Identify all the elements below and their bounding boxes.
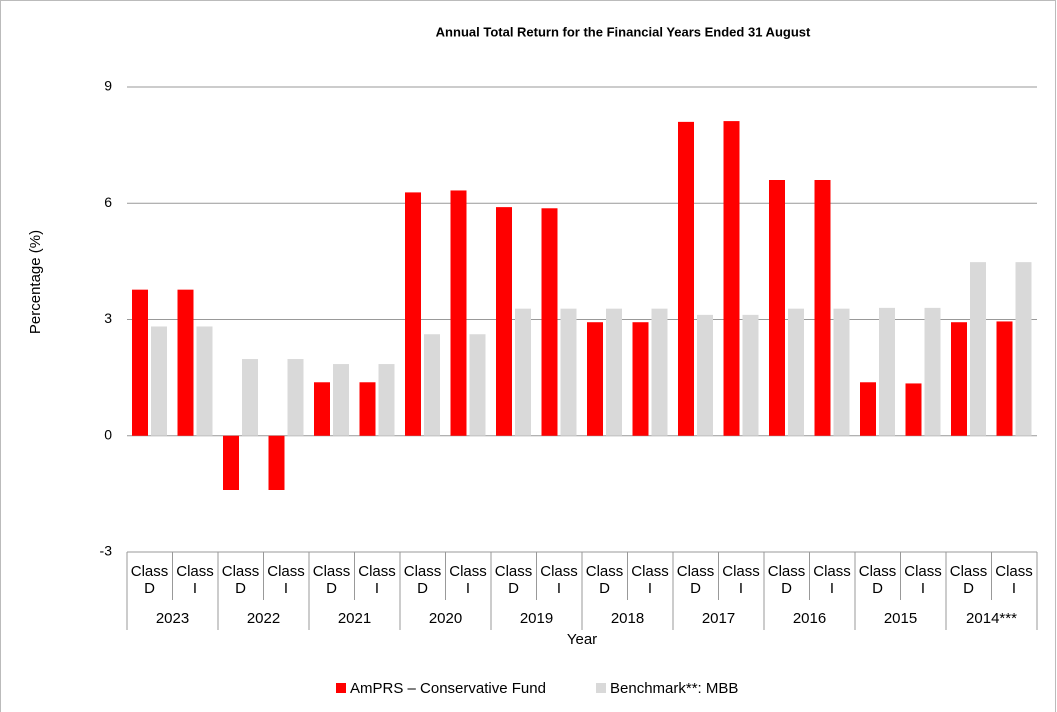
bar (359, 382, 376, 436)
bar (314, 382, 330, 436)
bar (268, 435, 285, 490)
x-tick-label: Class I (722, 563, 760, 597)
legend-swatch (596, 683, 606, 693)
bar (879, 307, 895, 436)
x-tick-label: Class D (585, 563, 624, 597)
x-tick-label: Class I (904, 563, 942, 597)
bar (287, 359, 304, 436)
bar (769, 180, 785, 436)
bar (814, 180, 831, 436)
y-tick-label: 6 (104, 194, 112, 210)
chart-title: Annual Total Return for the Financial Ye… (436, 24, 811, 39)
x-tick-label: Class I (358, 563, 396, 597)
bar (606, 308, 622, 436)
group-label: 2019 (519, 610, 554, 627)
bar (333, 364, 349, 436)
bar (177, 289, 194, 436)
x-tick-label: Class D (494, 563, 533, 597)
bar (450, 190, 467, 436)
legend-swatch (336, 683, 346, 693)
x-tick-label: Class I (631, 563, 669, 597)
bar (541, 208, 558, 436)
bar (905, 383, 922, 436)
bar (515, 308, 531, 436)
x-tick-label: Class D (312, 563, 351, 597)
bar (496, 207, 512, 436)
y-tick-label: 3 (104, 310, 112, 326)
group-label: 2016 (792, 610, 827, 627)
x-tick-label: Class D (676, 563, 715, 597)
group-label: 2017 (701, 610, 736, 627)
bar (833, 308, 850, 436)
bar (924, 307, 941, 436)
y-axis-label: Percentage (%) (27, 230, 44, 334)
group-label: 2015 (883, 610, 918, 627)
group-label: 2021 (337, 610, 372, 627)
bar (678, 121, 694, 436)
x-tick-label: Class D (767, 563, 806, 597)
bar (223, 435, 239, 490)
legend-label: AmPRS – Conservative Fund (350, 680, 546, 697)
group-label: 2020 (428, 610, 463, 627)
x-tick-label: Class D (949, 563, 988, 597)
bar (560, 308, 577, 436)
bar (742, 314, 759, 436)
x-tick-label: Class D (403, 563, 442, 597)
bar (151, 326, 167, 436)
group-label: 2018 (610, 610, 645, 627)
legend-label: Benchmark**: MBB (610, 680, 738, 697)
x-tick-label: Class I (176, 563, 214, 597)
bar (632, 322, 649, 436)
group-label: 2022 (246, 610, 281, 627)
x-tick-label: Class D (858, 563, 897, 597)
x-tick-label: Class I (540, 563, 578, 597)
y-tick-label: 9 (104, 78, 112, 94)
bar (1015, 262, 1032, 436)
bar (996, 321, 1013, 436)
bar (242, 359, 258, 436)
x-tick-label: Class I (449, 563, 487, 597)
bar (378, 364, 395, 436)
x-tick-label: Class I (267, 563, 305, 597)
bar (132, 289, 148, 436)
x-axis-label: Year (567, 631, 597, 648)
x-tick-label: Class I (813, 563, 851, 597)
x-tick-label: Class I (995, 563, 1033, 597)
bar (951, 322, 967, 436)
x-tick-label: Class D (221, 563, 260, 597)
bar (424, 334, 440, 436)
bar (860, 382, 876, 436)
y-tick-label: -3 (100, 543, 113, 559)
x-tick-label: Class D (130, 563, 169, 597)
bar (405, 192, 421, 436)
y-tick-label: 0 (104, 426, 112, 442)
group-label: 2014*** (966, 610, 1017, 627)
bar (196, 326, 213, 436)
bar (723, 121, 740, 436)
bar (469, 334, 486, 436)
bar (697, 314, 713, 436)
bar (788, 308, 804, 436)
bar (587, 322, 603, 436)
bar (651, 308, 668, 436)
group-label: 2023 (155, 610, 190, 627)
bar (970, 262, 986, 436)
